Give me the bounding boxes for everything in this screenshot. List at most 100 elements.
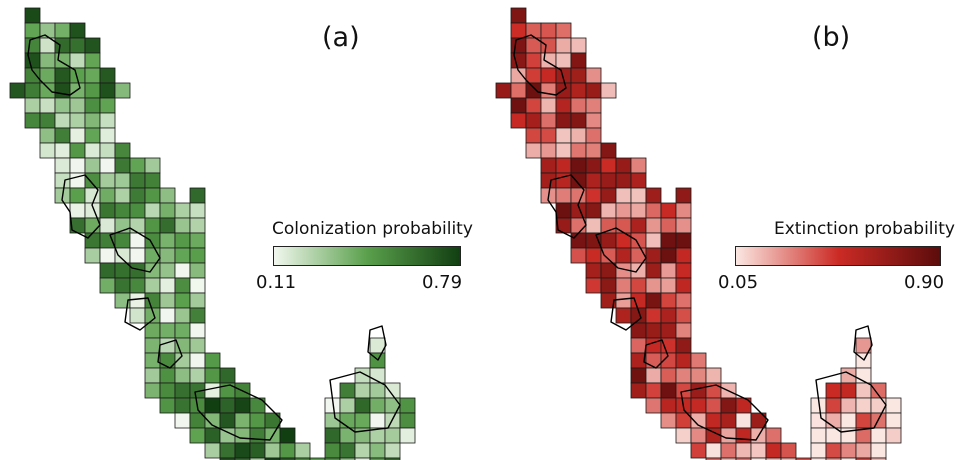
grid-cell <box>69 97 86 114</box>
grid-cell <box>84 82 101 99</box>
grid-cell <box>294 442 311 459</box>
grid-cell <box>540 67 557 84</box>
grid-cell <box>24 37 41 54</box>
grid-cell <box>570 37 587 54</box>
grid-cell <box>54 157 71 174</box>
grid-cell <box>660 412 677 429</box>
grid-cell <box>144 292 161 309</box>
grid-cell <box>585 277 602 294</box>
grid-cell <box>555 157 572 174</box>
grid-cell <box>660 202 677 219</box>
grid-cell <box>540 157 557 174</box>
grid-cells <box>9 7 416 460</box>
grid-cell <box>204 427 221 444</box>
grid-cell <box>339 442 356 459</box>
grid-cell <box>585 142 602 159</box>
grid-cell <box>585 187 602 204</box>
grid-cell <box>219 457 236 460</box>
grid-cell <box>675 367 692 384</box>
grid-cell <box>540 97 557 114</box>
grid-cell <box>54 97 71 114</box>
colonization-legend-bar <box>273 246 461 266</box>
grid-cell <box>645 202 662 219</box>
grid-cell <box>855 457 872 460</box>
grid-cell <box>585 172 602 189</box>
grid-cell <box>24 82 41 99</box>
grid-cell <box>189 217 206 234</box>
grid-cell <box>69 52 86 69</box>
grid-cell <box>144 202 161 219</box>
grid-cell <box>159 337 176 354</box>
grid-cell <box>99 217 116 234</box>
grid-cell <box>555 202 572 219</box>
grid-cell <box>279 442 296 459</box>
grid-cell <box>660 292 677 309</box>
coastline-outline <box>367 325 387 361</box>
grid-cell <box>339 457 356 460</box>
panel-b-label: (b) <box>812 22 851 53</box>
grid-cell <box>144 187 161 204</box>
grid-cell <box>555 52 572 69</box>
grid-cell <box>144 322 161 339</box>
grid-cell <box>630 322 647 339</box>
grid-cell <box>630 187 647 204</box>
grid-cell <box>39 97 56 114</box>
grid-cell <box>795 457 812 460</box>
grid-cell <box>645 247 662 264</box>
grid-cell <box>675 337 692 354</box>
grid-cell <box>585 112 602 129</box>
grid-cell <box>735 427 752 444</box>
grid-cell <box>399 397 416 414</box>
grid-cell <box>9 82 26 99</box>
coastline-outline <box>27 34 81 96</box>
grid-cell <box>84 127 101 144</box>
grid-cell <box>219 367 236 384</box>
grid-cell <box>660 217 677 234</box>
coastline-outline <box>124 297 156 331</box>
grid-cell <box>570 127 587 144</box>
grid-cell <box>645 277 662 294</box>
extinction-grid-map <box>495 7 902 460</box>
grid-cell <box>204 367 221 384</box>
grid-cell <box>114 232 131 249</box>
grid-cell <box>174 367 191 384</box>
grid-cell <box>570 247 587 264</box>
coastline-outline <box>815 371 887 433</box>
grid-cell <box>705 457 722 460</box>
grid-cell <box>660 337 677 354</box>
grid-cell <box>249 457 266 460</box>
coastline-outline <box>643 339 669 369</box>
grid-cell <box>660 322 677 339</box>
grid-cell <box>570 67 587 84</box>
grid-cell <box>234 412 251 429</box>
grid-cell <box>555 187 572 204</box>
grid-cell <box>174 247 191 264</box>
grid-cell <box>630 292 647 309</box>
grid-cell <box>324 442 341 459</box>
grid-cell <box>630 172 647 189</box>
grid-cell <box>525 97 542 114</box>
grid-cell <box>234 457 251 460</box>
grid-cell <box>114 187 131 204</box>
grid-cell <box>525 82 542 99</box>
grid-cell <box>324 457 341 460</box>
grid-cell <box>39 112 56 129</box>
grid-cell <box>645 187 662 204</box>
grid-cell <box>720 412 737 429</box>
grid-cell <box>720 427 737 444</box>
grid-cell <box>690 442 707 459</box>
grid-cell <box>555 142 572 159</box>
grid-cell <box>84 52 101 69</box>
grid-cell <box>675 217 692 234</box>
grid-cell <box>855 382 872 399</box>
extinction-legend-min: 0.05 <box>718 272 759 293</box>
grid-cell <box>510 82 527 99</box>
grid-cell <box>675 292 692 309</box>
grid-cell <box>585 217 602 234</box>
coastline-outline <box>853 325 873 361</box>
grid-cell <box>129 217 146 234</box>
extinction-legend-bar <box>735 246 941 266</box>
grid-cell <box>159 397 176 414</box>
grid-cell <box>339 397 356 414</box>
extinction-panel: (b) Extinction probability 0.05 0.90 <box>486 0 972 460</box>
